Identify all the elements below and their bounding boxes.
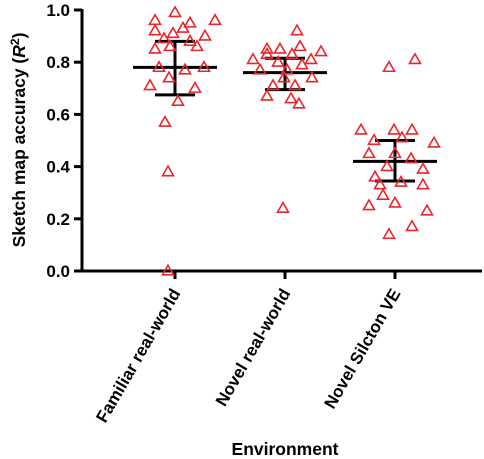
y-tick-label: 1.0 [46, 1, 70, 20]
data-point [143, 78, 157, 91]
data-point [176, 20, 190, 33]
data-point [163, 39, 177, 52]
data-point [408, 52, 422, 65]
data-point [405, 122, 419, 135]
data-point [208, 13, 222, 26]
data-point [288, 78, 302, 91]
data-point [394, 174, 408, 187]
data-point [273, 41, 287, 54]
data-point [157, 31, 171, 44]
data-point [290, 23, 304, 36]
data-point [253, 62, 267, 75]
data-point [416, 177, 430, 190]
data-point [171, 94, 185, 106]
data-point [388, 146, 402, 159]
data-point [246, 52, 260, 65]
x-tick-label: Novel Silcton VE [320, 286, 404, 412]
data-point [354, 122, 368, 135]
data-point [271, 54, 285, 67]
data-point [190, 39, 204, 52]
data-point [388, 195, 402, 208]
y-tick-label: 0.0 [46, 262, 70, 281]
data-point [148, 41, 162, 54]
y-axis-title: Sketch map accuracy (R2) [8, 33, 29, 248]
data-point [158, 114, 172, 127]
x-tick-label: Familiar real-world [92, 286, 184, 426]
mean-ci-lines [133, 39, 437, 183]
data-point [362, 198, 376, 211]
data-point [166, 26, 180, 39]
data-point [183, 33, 197, 46]
data-point [314, 44, 328, 57]
y-axis-title-italic: R [9, 45, 29, 58]
data-point [395, 130, 409, 143]
data-point [380, 159, 394, 172]
y-axis-title-superscript: 2 [8, 38, 22, 45]
data-point [292, 96, 306, 109]
axis-labels: Environment Sketch map accuracy (R2) [8, 33, 339, 459]
data-point [304, 52, 318, 65]
data-point [284, 91, 298, 104]
data-point [368, 169, 382, 182]
data-point [161, 263, 175, 276]
data-point [260, 41, 274, 54]
data-point [416, 161, 430, 174]
y-tick-label: 0.8 [46, 53, 70, 72]
y-tick-label: 0.4 [46, 158, 70, 177]
data-point [427, 135, 441, 148]
data-point [280, 62, 294, 75]
data-point [376, 187, 390, 200]
data-point [382, 60, 396, 73]
data-point [183, 15, 197, 28]
data-point [387, 122, 401, 135]
data-point [148, 23, 162, 36]
data-point [285, 47, 299, 59]
y-axis-title-text: Sketch map accuracy ( [9, 58, 29, 248]
data-point [152, 60, 166, 73]
data-point [260, 47, 274, 59]
data-point [276, 201, 290, 213]
data-point [382, 227, 396, 240]
data-point [305, 70, 319, 83]
data-point [293, 39, 307, 52]
data-point [266, 78, 280, 91]
data-point [168, 5, 182, 18]
data-point [367, 133, 381, 146]
data-point [161, 164, 175, 177]
x-axis-title: Environment [232, 439, 339, 459]
data-point [420, 203, 434, 216]
data-point [197, 60, 211, 73]
data-point [362, 146, 376, 159]
data-point [405, 219, 419, 232]
data-point [277, 70, 291, 83]
data-point [198, 28, 212, 41]
y-axis-title-close: ) [9, 33, 29, 39]
data-point [188, 80, 202, 93]
data-point [260, 88, 274, 101]
data-point [295, 57, 309, 70]
data-point [373, 177, 387, 190]
data-point [178, 62, 192, 75]
data-point [162, 70, 176, 83]
axes: 0.0 0.2 0.4 0.6 0.8 1.0 Familiar real-world Nov… [46, 1, 482, 426]
data-points [143, 5, 441, 276]
data-point [404, 151, 418, 164]
x-tick-label: Novel real-world [212, 286, 295, 410]
data-point [148, 13, 162, 26]
y-tick-label: 0.2 [46, 210, 70, 229]
y-tick-label: 0.6 [46, 105, 70, 124]
